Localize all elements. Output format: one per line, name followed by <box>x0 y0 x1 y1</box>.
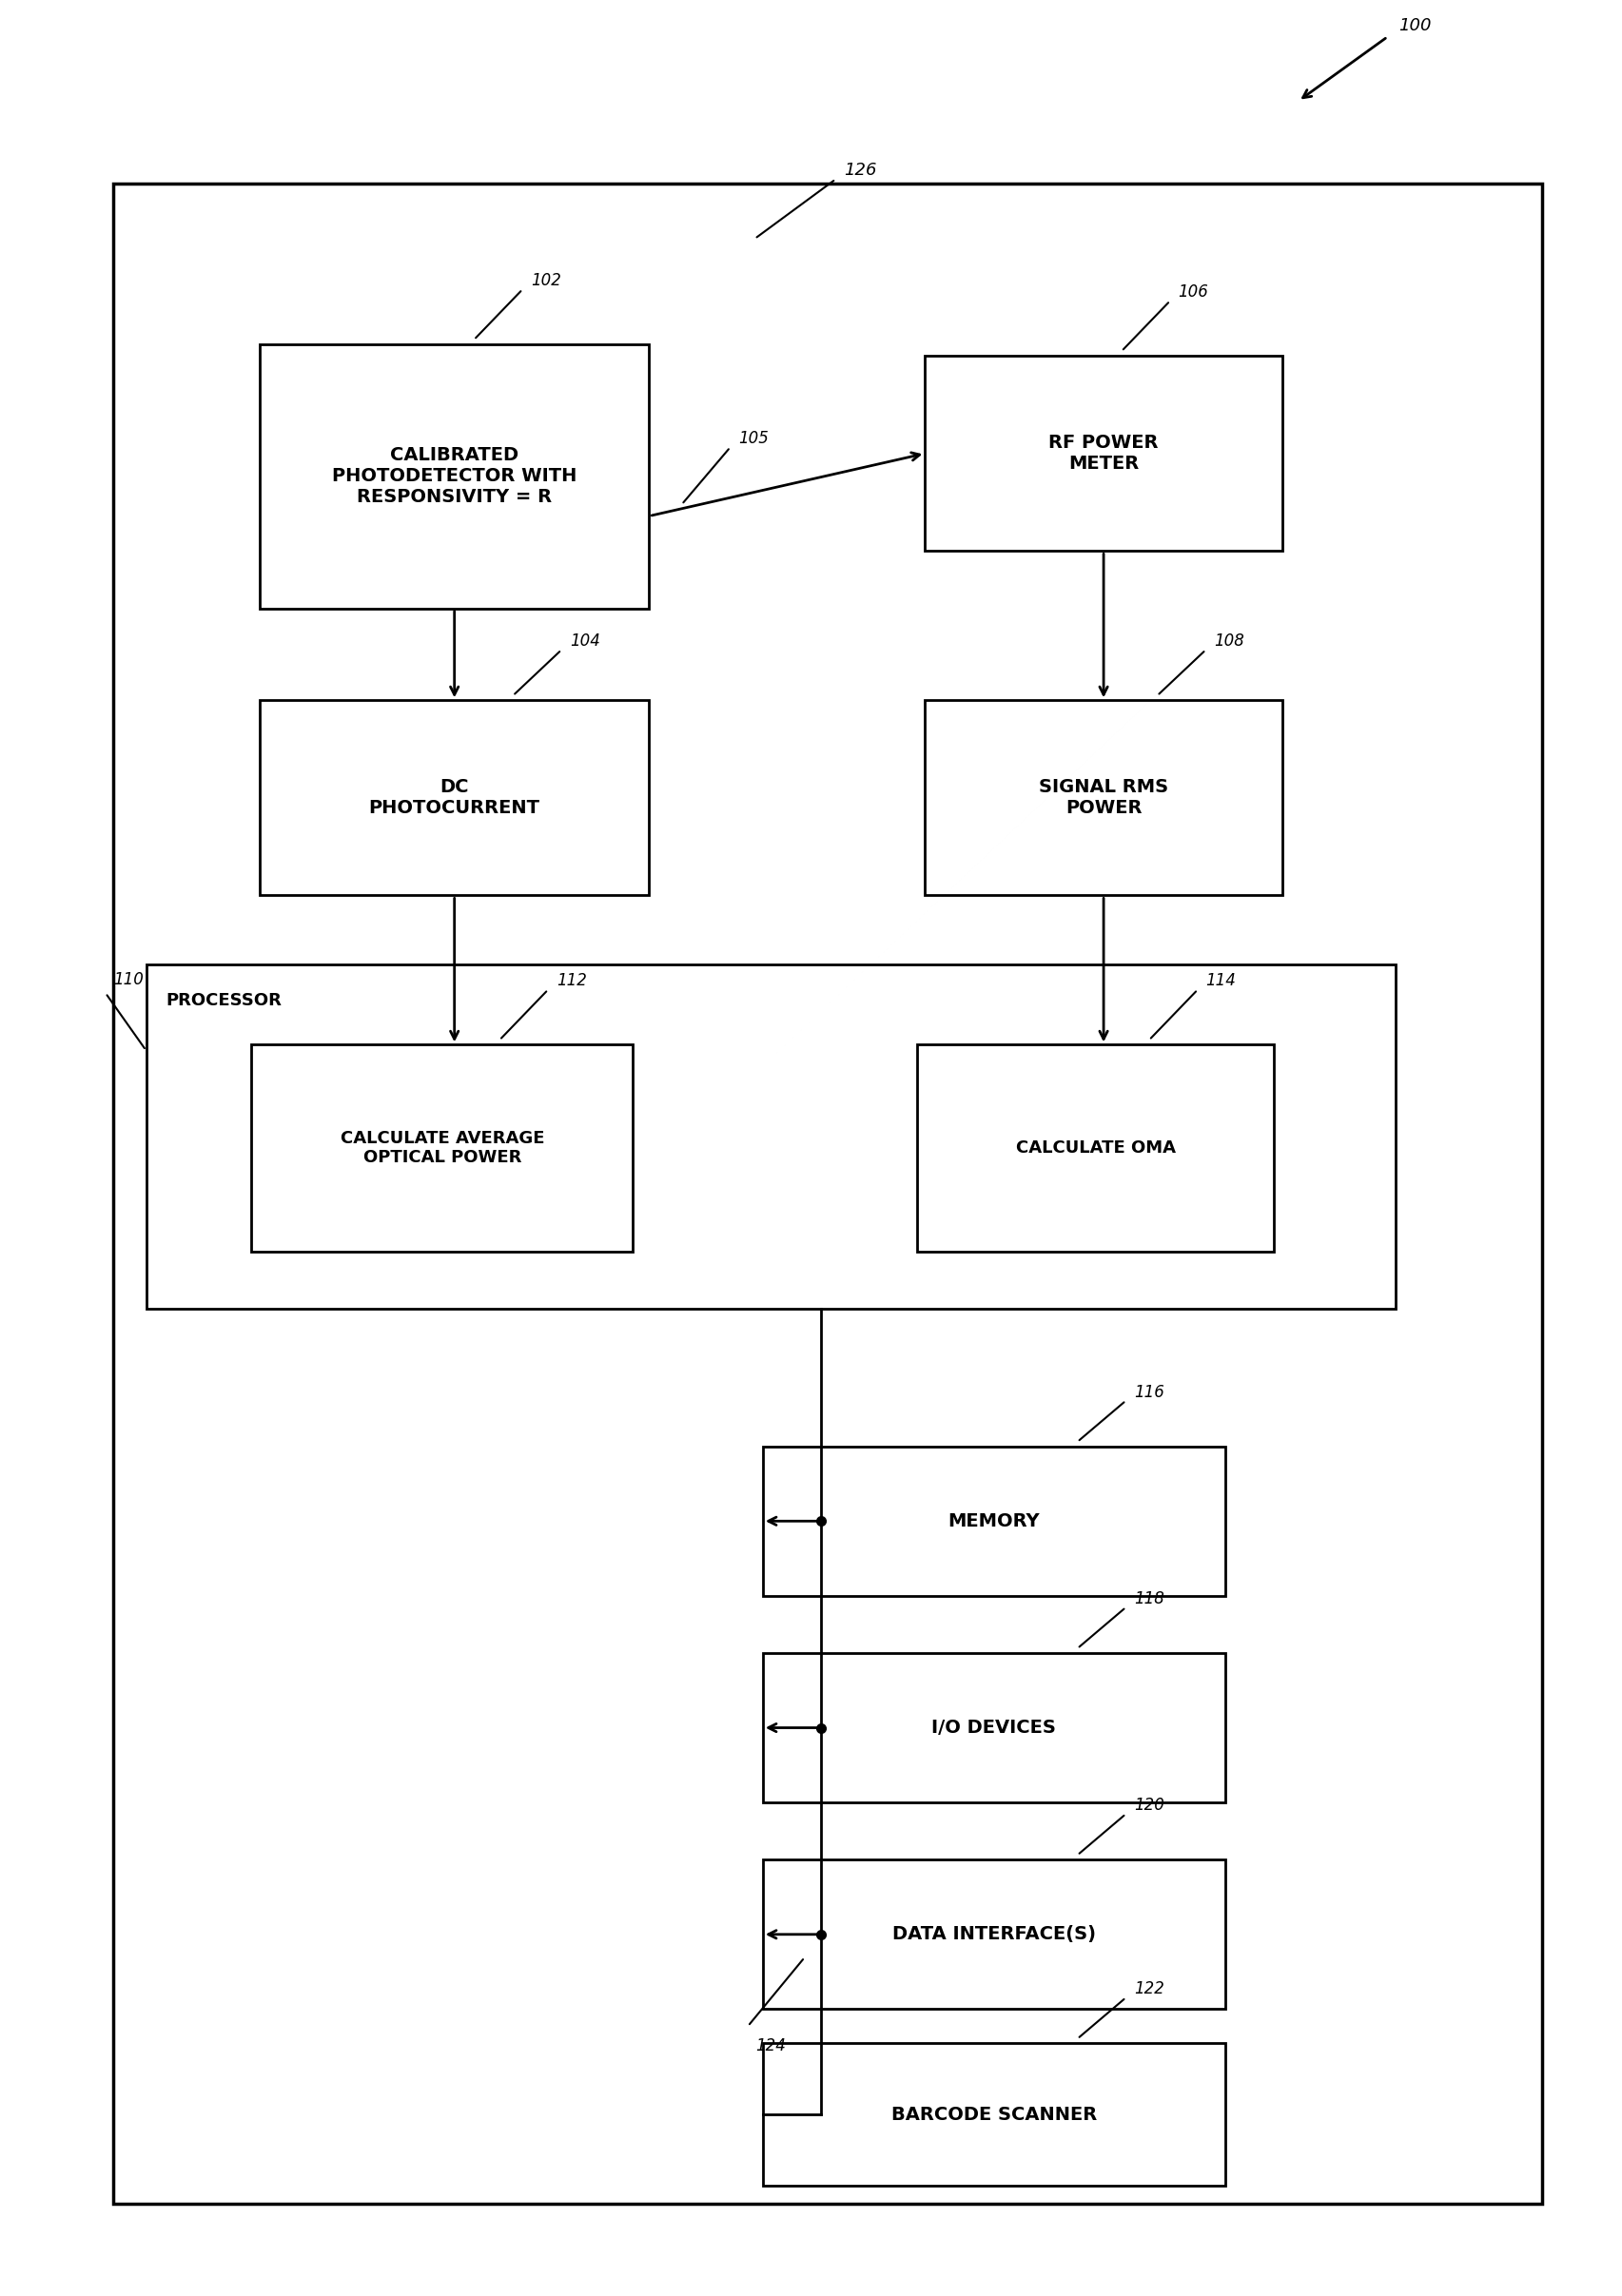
FancyBboxPatch shape <box>762 2043 1225 2186</box>
Text: 105: 105 <box>738 429 769 448</box>
Text: SIGNAL RMS
POWER: SIGNAL RMS POWER <box>1038 778 1168 817</box>
FancyBboxPatch shape <box>251 1045 633 1251</box>
FancyBboxPatch shape <box>260 700 649 895</box>
FancyBboxPatch shape <box>260 344 649 608</box>
Text: 102: 102 <box>530 273 561 289</box>
Text: 120: 120 <box>1134 1798 1163 1814</box>
FancyBboxPatch shape <box>925 700 1281 895</box>
Text: 118: 118 <box>1134 1591 1163 1607</box>
FancyBboxPatch shape <box>925 356 1281 551</box>
FancyBboxPatch shape <box>146 964 1395 1309</box>
FancyBboxPatch shape <box>762 1446 1225 1596</box>
Text: CALCULATE AVERAGE
OPTICAL POWER: CALCULATE AVERAGE OPTICAL POWER <box>341 1130 543 1166</box>
Text: 116: 116 <box>1134 1384 1163 1401</box>
Text: 106: 106 <box>1178 285 1208 301</box>
FancyBboxPatch shape <box>762 1860 1225 2009</box>
Text: 100: 100 <box>1398 18 1431 34</box>
Text: CALIBRATED
PHOTODETECTOR WITH
RESPONSIVITY = R: CALIBRATED PHOTODETECTOR WITH RESPONSIVI… <box>333 445 576 507</box>
Text: 112: 112 <box>556 974 586 990</box>
FancyBboxPatch shape <box>916 1045 1273 1251</box>
Text: MEMORY: MEMORY <box>947 1513 1040 1529</box>
Text: 104: 104 <box>569 634 600 650</box>
Text: 124: 124 <box>756 2039 785 2055</box>
Text: BARCODE SCANNER: BARCODE SCANNER <box>890 2105 1096 2124</box>
Text: 108: 108 <box>1213 634 1244 650</box>
Text: 114: 114 <box>1205 974 1236 990</box>
Text: PROCESSOR: PROCESSOR <box>165 992 281 1008</box>
Text: CALCULATE OMA: CALCULATE OMA <box>1015 1139 1174 1157</box>
Text: I/O DEVICES: I/O DEVICES <box>931 1720 1056 1736</box>
Text: DATA INTERFACE(S): DATA INTERFACE(S) <box>892 1926 1095 1942</box>
Text: 126: 126 <box>843 163 876 179</box>
FancyBboxPatch shape <box>762 1653 1225 1802</box>
Text: 110: 110 <box>114 971 144 990</box>
FancyBboxPatch shape <box>114 184 1541 2204</box>
Text: DC
PHOTOCURRENT: DC PHOTOCURRENT <box>368 778 540 817</box>
Text: 122: 122 <box>1134 1981 1163 1998</box>
Text: RF POWER
METER: RF POWER METER <box>1048 434 1158 473</box>
